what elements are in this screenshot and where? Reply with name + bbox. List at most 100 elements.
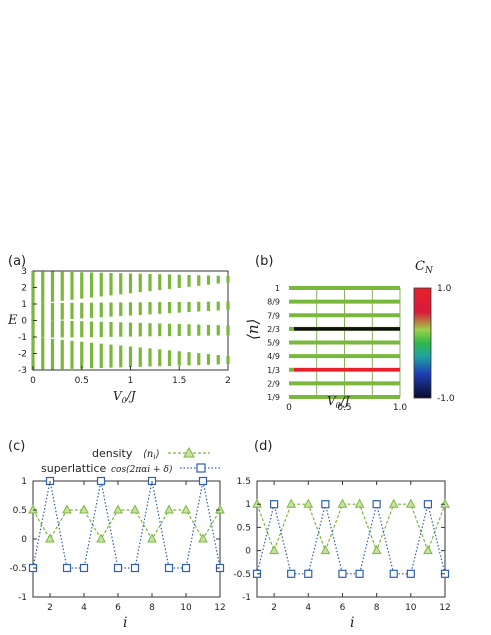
x-tick-label: 0	[286, 403, 292, 413]
series-0-line	[32, 509, 221, 541]
series-0-point	[62, 504, 72, 514]
y-tick-label: 0	[21, 317, 27, 327]
series-1-point	[130, 563, 140, 573]
panel-b-ylabel: ⟨n⟩	[244, 319, 262, 340]
series-0-point	[164, 504, 174, 514]
series-0-point	[405, 498, 416, 508]
panel-a-ylabel: E	[7, 313, 18, 328]
series-1-point	[96, 476, 106, 486]
legend-superlattice-marker	[196, 463, 206, 473]
x-tick-label: 0.5	[337, 403, 351, 413]
series-0-point	[320, 545, 331, 555]
series-1-point	[198, 476, 208, 486]
panel-c-x-ticks: 2 4 6 8 10 12	[47, 481, 226, 613]
panel-a-bands	[31, 271, 230, 370]
row-label: 1/3	[267, 366, 280, 375]
y-tick-label: 2	[21, 284, 27, 294]
series-0-point	[96, 533, 106, 543]
legend-density-label: density	[92, 447, 133, 460]
series-1-point	[355, 569, 364, 578]
legend-superlattice-math: cos(2παi + δ)	[111, 464, 173, 475]
x-tick-label: 1.0	[393, 403, 408, 413]
series-0-point	[215, 504, 225, 514]
y-tick-label: 0	[245, 547, 251, 557]
y-tick-label: -1	[18, 333, 27, 343]
legend: density ⟨ni⟩ superlattice cos(2παi + δ)	[41, 446, 222, 475]
legend-density-marker	[183, 446, 195, 458]
series-1-line	[256, 504, 446, 575]
y-tick-label: -3	[18, 366, 27, 376]
y-tick-label: -1	[18, 593, 27, 603]
panel-a-xlabel: V0/J	[113, 389, 137, 405]
series-1-point	[321, 500, 330, 509]
series-1-point	[79, 563, 89, 573]
row-label: 1	[275, 284, 280, 293]
panel-a-y-ticks: 3 2 1 0 -1 -2 -3	[18, 267, 37, 376]
series-0-point	[147, 533, 157, 543]
series-0-point	[181, 504, 191, 514]
series-0-point	[45, 533, 55, 543]
panel-b-xlabel: V0/J	[327, 394, 351, 410]
panel-c-y-ticks: 1 0.5 0 -0.5 -1	[9, 477, 220, 603]
x-tick-label: 10	[180, 603, 192, 613]
series-1-point	[372, 500, 381, 509]
panel-a-label: (a)	[8, 254, 26, 269]
series-0-point	[113, 504, 123, 514]
row-label: 2/3	[267, 325, 280, 334]
colorbar	[413, 287, 432, 399]
row-label: 2/9	[267, 379, 280, 388]
panel-d-x-ticks: 2 4 6 8 10 12	[271, 481, 451, 613]
y-tick-label: -2	[18, 350, 27, 360]
x-tick-label: 4	[305, 603, 311, 613]
series-0-point	[303, 498, 314, 508]
x-tick-label: 2	[271, 603, 277, 613]
panel-a: (a) 3 2 1 0 -1 -2 -3 0 0.5 1 1.5 2 E	[7, 254, 231, 386]
series-0-point	[269, 545, 279, 555]
y-tick-label: 0.5	[237, 523, 251, 533]
x-tick-label: 12	[214, 603, 225, 613]
x-tick-label: 6	[115, 603, 121, 613]
panel-b: (b) 1 8/9 7/9 2/3 5/9 4/9 1/3 2/9 1/9 0 0.5 1.0 ⟨n…	[244, 254, 455, 413]
legend-superlattice-label: superlattice	[41, 462, 107, 475]
x-tick-label: 8	[149, 603, 155, 613]
series-1-point	[62, 563, 72, 573]
y-tick-label: 0.5	[13, 506, 27, 516]
series-0-point	[252, 498, 262, 508]
y-tick-label: 0	[21, 535, 27, 545]
series-1-point	[269, 500, 279, 509]
series-0-point	[337, 498, 348, 508]
y-tick-label: 1	[21, 477, 27, 487]
series-0-point	[354, 498, 365, 508]
x-tick-label: 4	[81, 603, 87, 613]
x-tick-label: 6	[340, 603, 346, 613]
panel-d-plot	[252, 498, 450, 578]
colorbar-max-label: 1.0	[437, 284, 452, 294]
panel-d-xlabel: i	[350, 615, 354, 631]
row-label: 5/9	[267, 339, 280, 348]
legend-density-math: ⟨ni⟩	[143, 449, 160, 461]
series-0-point	[388, 498, 399, 508]
y-tick-label: -0.5	[9, 564, 27, 574]
series-1-line	[32, 480, 221, 569]
panel-b-rows: 1 8/9 7/9 2/3 5/9 4/9 1/3 2/9 1/9	[267, 284, 400, 402]
series-1-point	[423, 500, 433, 509]
x-tick-label: 10	[405, 603, 417, 613]
series-0-point	[423, 545, 433, 555]
colorbar-title: CN	[415, 259, 434, 276]
x-tick-label: 12	[439, 603, 450, 613]
y-tick-label: -1	[242, 593, 251, 603]
y-tick-label: 1	[245, 500, 251, 510]
panel-b-x-ticks: 0 0.5 1.0	[286, 403, 407, 413]
panel-d-y-ticks: 1.5 1 0.5 0 -0.5 -1	[233, 477, 445, 603]
series-0-point	[286, 498, 297, 508]
series-0-point	[198, 533, 208, 543]
row-label: 4/9	[267, 352, 280, 361]
colorbar-min-label: -1.0	[437, 394, 455, 404]
x-tick-label: 2	[47, 603, 53, 613]
series-0-point	[130, 504, 140, 514]
series-1-point	[406, 569, 415, 578]
x-tick-label: 0	[30, 376, 36, 386]
series-0-point	[440, 498, 450, 508]
panel-c-xlabel: i	[123, 615, 127, 631]
